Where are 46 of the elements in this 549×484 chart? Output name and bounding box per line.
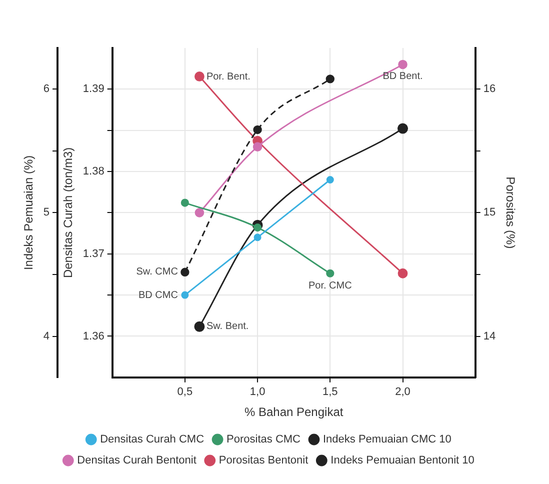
point <box>180 198 189 207</box>
legend-label: Indeks Pemuaian CMC 10 <box>322 434 452 446</box>
y-tick-label: 1.37 <box>82 248 104 260</box>
point <box>398 123 408 134</box>
annotation: Por. Bent. <box>206 72 250 83</box>
y-tick-label: 1.38 <box>82 166 104 178</box>
point <box>181 291 189 299</box>
y3-axis-title: Indeks Pemuaian (%) <box>22 155 36 270</box>
y2-tick-label: 14 <box>483 330 496 343</box>
annotation: BD Bent. <box>382 71 423 82</box>
legend-label: Densitas Curah Bentonit <box>77 454 196 467</box>
y2-tick-label: 15 <box>483 206 496 219</box>
y3-tick-label: 6 <box>43 82 50 95</box>
annotation: BD CMC <box>138 290 178 301</box>
point <box>398 60 408 70</box>
y3-tick-label: 4 <box>43 330 50 343</box>
y3-tick-label: 5 <box>43 206 50 219</box>
y-tick-label: 1.36 <box>82 330 104 342</box>
legend-label: Indeks Pemuaian Bentonit 10 <box>330 454 474 467</box>
point <box>194 72 204 82</box>
legend-label: Porositas Bentonit <box>218 454 308 467</box>
annotation: Sw. Bent. <box>206 321 249 332</box>
point <box>398 268 408 278</box>
legend-label: Porositas CMC <box>226 434 301 446</box>
y2-axis-title: Porositas (%) <box>503 176 518 249</box>
x-axis-title: % Bahan Pengikat <box>244 405 344 420</box>
x-tick-label: 1,0 <box>250 386 266 398</box>
annotation: Sw. CMC <box>136 266 178 278</box>
y-tick-label: 1.39 <box>82 83 104 96</box>
x-tick-label: 0,5 <box>177 386 193 398</box>
point <box>252 142 262 152</box>
annotation: Por. CMC <box>308 280 352 292</box>
point <box>253 224 262 232</box>
y-axis-title: Densitas Curah (ton/m3) <box>61 147 76 278</box>
point <box>326 176 334 184</box>
legend-label: Densitas Curah CMC <box>100 434 204 446</box>
x-tick-label: 1,5 <box>322 386 338 398</box>
point <box>326 269 334 278</box>
y2-tick-label: 16 <box>483 82 496 95</box>
point <box>194 321 205 332</box>
point <box>326 74 334 84</box>
point <box>180 268 190 276</box>
x-tick-label: 2,0 <box>395 386 410 398</box>
point <box>194 208 204 218</box>
point <box>253 125 262 134</box>
point <box>254 234 262 242</box>
